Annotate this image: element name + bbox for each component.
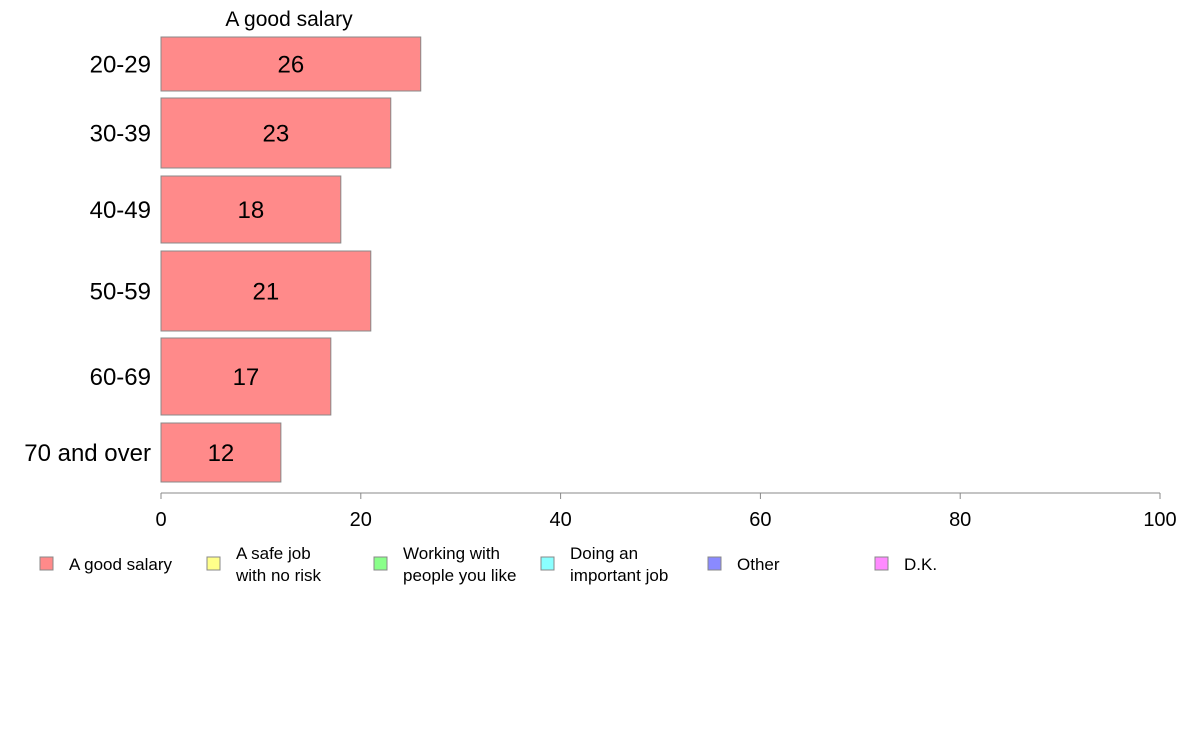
bar-value-label: 21 [253, 279, 280, 306]
legend-swatch [373, 556, 388, 571]
legend-swatch [206, 556, 221, 571]
legend-swatch [707, 556, 722, 571]
legend-label: people you like [403, 566, 516, 585]
x-tick-label: 0 [155, 509, 166, 531]
category-label: 40-49 [90, 197, 151, 224]
x-tick-label: 20 [350, 509, 372, 531]
series-header-label: A good salary [225, 8, 353, 31]
legend-label: with no risk [235, 566, 322, 585]
bar [160, 97, 392, 169]
category-labels-group: 20-29 30-39 40-49 50-59 60-69 70 and over [24, 52, 151, 468]
category-label: 70 and over [24, 440, 151, 467]
bar-value-label: 26 [278, 52, 305, 79]
bar [160, 337, 332, 416]
bar [160, 175, 342, 244]
x-tick-label: 100 [1143, 509, 1176, 531]
bar [160, 422, 282, 483]
bar-value-label: 12 [208, 440, 235, 467]
legend-label: Working with [403, 544, 500, 563]
bars-group: 26 23 18 21 17 12 [160, 36, 422, 483]
legend: A good salary A safe job with no risk Worki… [39, 544, 937, 585]
x-tick-label: 60 [749, 509, 771, 531]
legend-label: D.K. [904, 555, 937, 574]
category-label: 50-59 [90, 279, 151, 306]
legend-swatch [874, 556, 889, 571]
category-label: 20-29 [90, 52, 151, 79]
legend-label: important job [570, 566, 668, 585]
bar-value-label: 17 [233, 364, 260, 391]
category-label: 60-69 [90, 364, 151, 391]
legend-swatch [540, 556, 555, 571]
bar-value-label: 23 [263, 121, 290, 148]
legend-label: A safe job [236, 544, 311, 563]
legend-label: Other [737, 555, 780, 574]
bar-value-label: 18 [238, 197, 265, 224]
legend-label: Doing an [570, 544, 638, 563]
legend-swatch [39, 556, 54, 571]
bar [160, 250, 372, 332]
category-label: 30-39 [90, 121, 151, 148]
x-tick-label: 80 [949, 509, 971, 531]
x-tick-label: 40 [549, 509, 571, 531]
bar [160, 36, 422, 92]
x-axis: 0 20 40 60 80 100 [155, 492, 1177, 531]
legend-label: A good salary [69, 555, 173, 574]
